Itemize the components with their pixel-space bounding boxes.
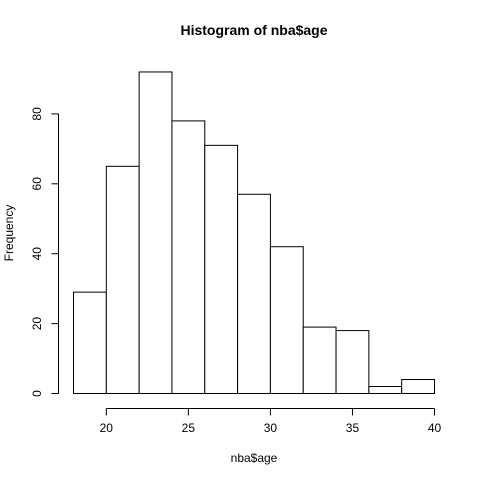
histogram-bar-26-28: [204, 144, 239, 394]
x-tick-label-25: 25: [182, 421, 196, 435]
chart-title: Histogram of nba$age: [180, 22, 327, 38]
y-tick-label-80: 80: [30, 107, 44, 121]
y-axis-label: Frequency: [2, 205, 16, 262]
x-axis-label: nba$age: [231, 451, 278, 465]
histogram-bar-34-36: [335, 330, 370, 394]
histogram-bar-36-38: [368, 386, 403, 395]
x-axis: 20 25 30 35 40: [100, 408, 442, 435]
x-tick-label-40: 40: [428, 421, 442, 435]
histogram-bar-22-24: [138, 71, 173, 395]
histogram-bar-38-40: [401, 379, 435, 394]
y-tick-label-20: 20: [30, 317, 44, 331]
histogram-bar-28-30: [237, 193, 271, 394]
x-tick-label-35: 35: [346, 421, 360, 435]
histogram-bar-20-22: [105, 165, 140, 394]
y-tick-label-0: 0: [30, 390, 44, 397]
y-axis: 0 20 40 60 80: [30, 107, 59, 397]
x-tick-label-30: 30: [264, 421, 278, 435]
histogram-bar-24-26: [171, 120, 206, 394]
y-tick-label-40: 40: [30, 247, 44, 261]
histogram-bar-32-34: [302, 326, 337, 395]
bars-group: [73, 71, 435, 395]
histogram-bar-30-32: [269, 246, 304, 394]
x-tick-label-20: 20: [100, 421, 114, 435]
histogram-bar-18-20: [73, 291, 107, 395]
y-tick-label-60: 60: [30, 177, 44, 191]
